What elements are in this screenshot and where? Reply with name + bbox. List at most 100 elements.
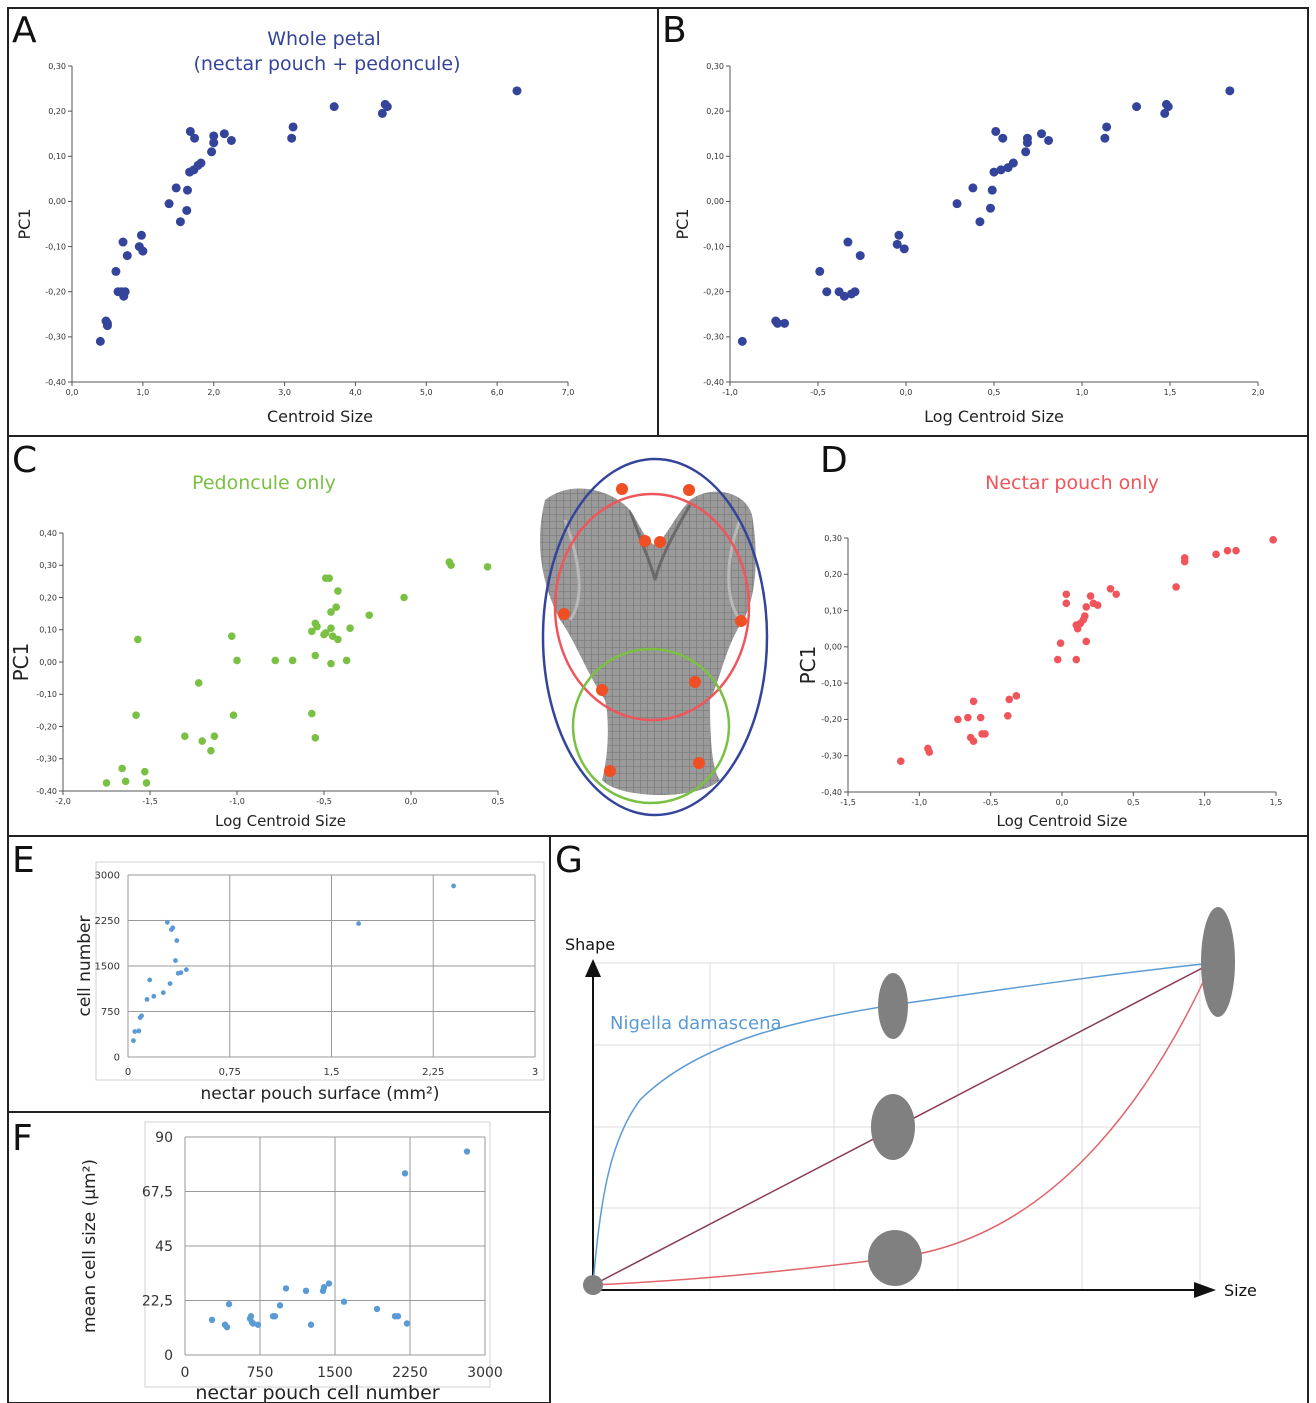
data-point: [185, 126, 195, 136]
chart-g-origin-shape: [583, 1275, 603, 1295]
x-tick-label: -0,5: [810, 388, 826, 397]
data-point: [334, 587, 342, 595]
y-tick-label: -0,40: [36, 787, 57, 796]
chart-b-plot: -1,0 -0,5 0,0 0,5 1,0 1,5 2,0 -0,40 -0,30 -0,20 -0…: [673, 62, 1264, 426]
y-tick-label: 3000: [95, 871, 120, 882]
data-point: [173, 958, 178, 963]
data-point: [208, 1316, 216, 1324]
data-point: [287, 133, 297, 143]
data-point: [968, 183, 978, 193]
x-tick-label: 7,0: [562, 388, 575, 397]
data-point: [342, 656, 351, 665]
data-point: [975, 217, 985, 227]
x-tick-label: 0,5: [988, 388, 1001, 397]
x-tick-label: 1,0: [1198, 798, 1211, 807]
data-point: [1056, 639, 1065, 648]
chart-g-shape-mid: [871, 1094, 915, 1160]
data-point: [512, 86, 522, 96]
x-tick-label: 0,0: [66, 388, 79, 397]
data-point: [147, 977, 153, 983]
data-point: [1160, 108, 1170, 118]
data-point: [1100, 133, 1110, 143]
data-point: [1082, 637, 1091, 646]
data-point: [976, 713, 985, 722]
y-tick-label: 0: [114, 1053, 120, 1064]
data-point: [111, 266, 121, 276]
x-tick-label: 5,0: [420, 388, 433, 397]
panel-letter-f: F: [12, 1118, 33, 1159]
data-point: [327, 659, 335, 668]
data-point: [102, 318, 112, 328]
data-point: [327, 608, 335, 616]
data-point: [969, 697, 978, 706]
data-point: [120, 287, 130, 297]
data-point: [132, 711, 140, 720]
y-tick-label: -0,20: [821, 715, 842, 724]
data-point: [282, 1285, 290, 1292]
chart-g-gridlines: [593, 962, 1201, 1290]
chart-g-shape-large: [1201, 907, 1235, 1017]
data-point: [969, 737, 978, 745]
y-tick-label: 22,5: [142, 1293, 173, 1309]
data-point: [1223, 546, 1232, 555]
data-point: [1269, 536, 1277, 544]
data-point: [377, 108, 387, 118]
data-point: [987, 185, 997, 195]
x-tick-label: 2250: [392, 1365, 428, 1381]
x-tick-label: 0,0: [1056, 798, 1069, 807]
data-point: [210, 732, 219, 740]
data-point: [1172, 583, 1180, 591]
data-point: [1062, 590, 1071, 599]
data-point: [463, 1148, 471, 1155]
data-point: [308, 627, 316, 636]
y-tick-label: -0,30: [36, 755, 57, 764]
data-point: [308, 709, 316, 718]
y-tick-label: 0,20: [48, 107, 66, 116]
data-point: [839, 291, 849, 301]
x-tick-label: 0,75: [219, 1067, 241, 1078]
data-point: [1232, 546, 1240, 555]
data-point: [989, 167, 999, 177]
data-point: [140, 767, 149, 776]
data-point: [1072, 655, 1081, 664]
data-point: [131, 1038, 136, 1044]
data-point: [1102, 122, 1112, 132]
panel-letter-a: A: [12, 10, 37, 51]
y-tick-label: 0,10: [48, 152, 66, 161]
data-point: [95, 336, 105, 346]
data-point: [394, 1313, 402, 1320]
y-tick-label: -0,20: [703, 288, 724, 297]
data-point: [1225, 86, 1235, 96]
x-axis-label: Log Centroid Size: [215, 812, 346, 830]
data-point: [1008, 158, 1018, 168]
data-point: [952, 199, 962, 209]
y-tick-label: -0,30: [821, 752, 842, 761]
x-tick-label: 750: [247, 1365, 274, 1381]
data-point: [1044, 135, 1054, 145]
y-tick-label: 0,10: [706, 152, 724, 161]
y-tick-label: 0,30: [824, 534, 842, 543]
panel-letter-c: C: [12, 440, 37, 481]
chart-g-shape-blue: [878, 973, 908, 1039]
x-tick-label: 0: [181, 1365, 190, 1381]
data-point: [325, 574, 334, 582]
y-tick-label: -0,30: [45, 333, 66, 342]
data-point: [139, 1013, 144, 1019]
y-tick-label: 67,5: [142, 1184, 173, 1200]
data-point: [332, 603, 340, 611]
data-point: [985, 203, 995, 213]
y-tick-label: -0,40: [821, 788, 842, 797]
data-point: [1180, 557, 1189, 566]
data-point: [1021, 147, 1031, 157]
data-point: [1212, 550, 1220, 559]
y-tick-label: -0,10: [821, 679, 842, 688]
data-point: [118, 237, 128, 247]
x-tick-label: 1,5: [324, 1067, 340, 1078]
chart-f-plot: 0 750 1500 2250 3000 0 22,5 45 67,5 90 nectar pouc…: [80, 1121, 503, 1403]
data-point: [400, 593, 408, 602]
y-tick-label: -0,10: [45, 242, 66, 251]
chart-g-series-curve-nigella: [592, 962, 1213, 1286]
data-point: [1132, 102, 1142, 112]
data-point: [311, 733, 320, 742]
